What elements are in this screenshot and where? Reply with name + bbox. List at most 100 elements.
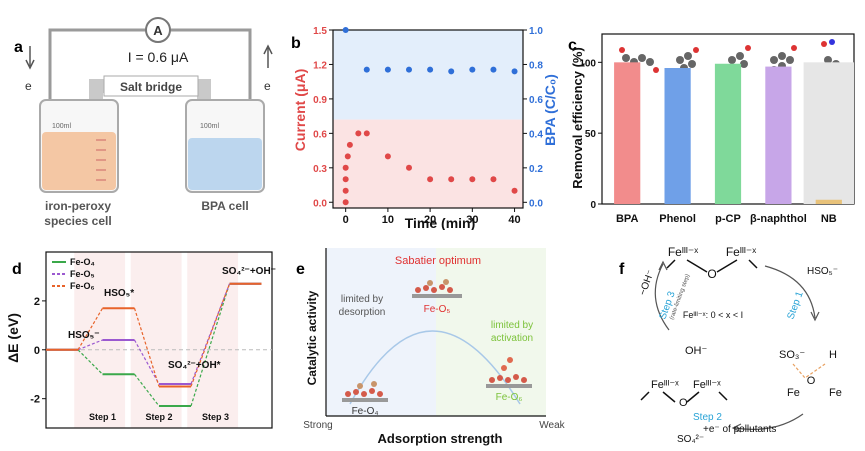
- panel-b-axes: 0 10 20 30 40 0.0 0.3 0.6 0.9 1.2 1.5 0.0 0.2 0.4 0.6 0…: [313, 26, 543, 226]
- current-point: [355, 130, 362, 137]
- right-bonds-dashed: [792, 363, 826, 379]
- band-top: [333, 30, 523, 120]
- panel-b-ylabel-right: BPA (C/C₀): [542, 74, 558, 146]
- oh-label: OH⁻: [685, 345, 708, 357]
- legend-label: Fe-O₆: [70, 281, 95, 291]
- y-tick-label-right: 0.6: [529, 95, 543, 106]
- h-label: H: [829, 349, 837, 361]
- panel-e-xlabel: Adsorption strength: [378, 431, 503, 446]
- x-tick-label: 30: [466, 214, 478, 226]
- legend-label: Fe-O₅: [70, 269, 95, 279]
- current-point: [342, 164, 349, 171]
- arrow-step1-icon: [764, 265, 816, 319]
- panel-b-ylabel-left: Current (μA): [292, 69, 308, 151]
- fe-left-2: Feᴵᴵᴵ⁻ˣ: [693, 379, 721, 391]
- legend-label: Fe-O₄: [70, 257, 95, 267]
- step-band: [130, 252, 182, 428]
- panel-d-legend: Fe-O₄ Fe-O₅ Fe-O₆: [52, 257, 95, 291]
- o-top: O: [707, 267, 716, 281]
- bar: [815, 199, 842, 204]
- bar: [714, 63, 742, 204]
- species-so4-oh-minus: SO₄²⁻+OH⁻: [222, 266, 276, 277]
- category-label: p-CP: [715, 213, 741, 225]
- current-point: [469, 176, 476, 183]
- salt-bridge-box: [103, 75, 199, 97]
- y-tick-label-right: 0.8: [529, 60, 543, 71]
- left-volume: 100ml: [52, 123, 72, 130]
- category-label: Phenol: [659, 213, 696, 225]
- x-right-label: Weak: [539, 420, 565, 431]
- x-left-label: Strong: [303, 420, 332, 431]
- catalyst-top-icon: [412, 279, 462, 298]
- panel-c-xlabels: BPA Phenol p-CP β-naphthol NB: [616, 213, 837, 225]
- bpa-molecule-icon: [619, 47, 659, 73]
- panel-c-label: c: [568, 37, 577, 54]
- panel-b-bands: [333, 30, 523, 208]
- right-note-2: activation: [491, 333, 533, 344]
- bpa-point: [490, 66, 497, 73]
- panel-d-label: d: [12, 261, 22, 278]
- y-tick-label: -2: [30, 394, 40, 406]
- x-tick-label: 40: [508, 214, 520, 226]
- panel-d-lines: [46, 282, 262, 407]
- y-tick-label: 0: [34, 345, 40, 357]
- electrons-label: +e⁻ of pollutants: [703, 424, 776, 435]
- ammeter-icon: [145, 17, 171, 43]
- current-point: [448, 176, 455, 183]
- energy-connector: [190, 283, 231, 385]
- band-weak: [436, 248, 546, 416]
- left-graduations: [96, 139, 106, 181]
- center-note: Feᴵᴵᴵ⁻ˣ: 0 < x < I: [683, 310, 743, 320]
- current-point: [384, 153, 391, 160]
- y-tick-label: 2: [34, 296, 40, 308]
- fe-right-2: Fe: [829, 387, 842, 399]
- energy-connector: [77, 339, 103, 351]
- arrow-step3-icon: [654, 263, 670, 331]
- panel-a-label: a: [14, 39, 23, 56]
- panel-e-ylabel: Catalytic activity: [305, 290, 319, 385]
- fe-top-left: Feᴵᴵᴵ⁻ˣ: [668, 245, 698, 259]
- panel-b-xlabel: Time (min): [405, 215, 476, 230]
- catalyst-right-icon: [486, 357, 532, 388]
- step2-label: Step 2: [693, 412, 722, 423]
- panel-f-label: f: [619, 261, 625, 278]
- energy-connector: [77, 349, 103, 375]
- bpa-point: [406, 66, 412, 73]
- bar: [614, 62, 641, 205]
- plot-frame: [332, 29, 524, 209]
- panel-b-chart: b 0 10 20 30 40 0.0 0.3 0.6 0.9 1.2 1.5 0.0 0.2 0.4 0.…: [291, 26, 558, 230]
- catalyst-left-icon: [342, 381, 388, 402]
- ammeter-label: A: [153, 23, 163, 38]
- category-label: BPA: [616, 213, 638, 225]
- step-band: [187, 252, 239, 428]
- energy-connector: [190, 283, 231, 387]
- x-tick-label: 20: [424, 214, 436, 226]
- electron-left: e: [25, 79, 32, 93]
- panel-b-points: [342, 27, 518, 206]
- bpa-point: [363, 66, 370, 73]
- bpa-point: [427, 66, 434, 73]
- left-cell-line1: iron-peroxy: [45, 199, 111, 213]
- y-tick-label: 100: [579, 58, 596, 69]
- right-liquid: [188, 138, 262, 190]
- energy-connector: [133, 308, 160, 387]
- bar: [765, 66, 792, 204]
- current-point: [342, 199, 349, 206]
- so3-label: SO₃⁻: [779, 349, 805, 361]
- energy-connector: [190, 283, 231, 407]
- panel-b-label: b: [291, 35, 301, 52]
- o-right: O: [807, 375, 816, 387]
- current-point: [427, 176, 434, 183]
- y-tick-label-left: 0.3: [313, 164, 327, 175]
- y-tick-label-right: 1.0: [529, 26, 543, 37]
- left-note-2: desorption: [339, 307, 386, 318]
- x-tick-label: 0: [343, 214, 349, 226]
- bpa-point: [448, 68, 455, 75]
- panel-c-ylabel: Removal efficiency (%): [570, 47, 585, 189]
- energy-connector: [77, 307, 104, 351]
- bpa-point: [342, 27, 349, 33]
- band-strong: [326, 248, 436, 416]
- bpa-point: [469, 66, 476, 73]
- panel-d-axes: -2 0 2 Step 1 Step 2 Step 3: [30, 251, 273, 429]
